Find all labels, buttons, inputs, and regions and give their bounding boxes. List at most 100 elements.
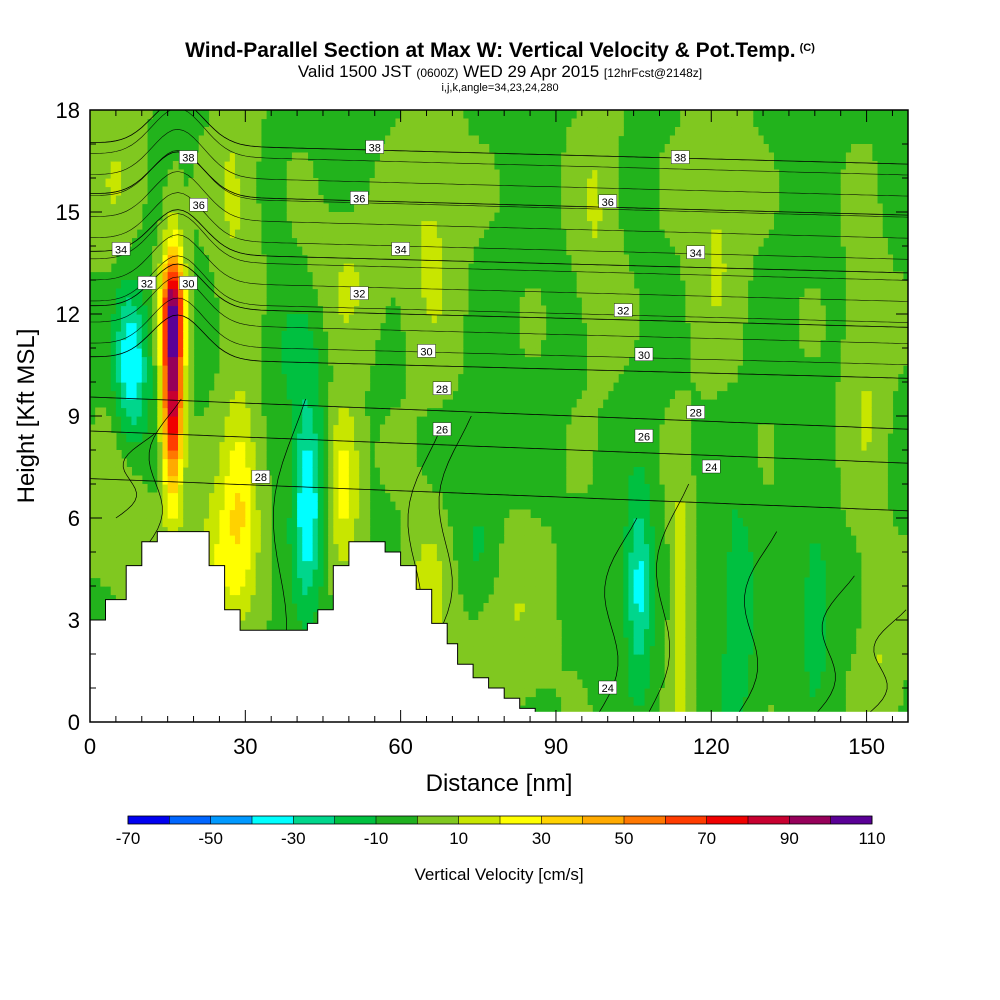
velocity-cell bbox=[499, 586, 505, 596]
velocity-cell bbox=[307, 365, 314, 375]
velocity-cell bbox=[374, 305, 381, 315]
velocity-cell bbox=[410, 433, 417, 443]
velocity-cell bbox=[240, 458, 246, 468]
velocity-cell bbox=[167, 433, 174, 443]
velocity-cell bbox=[234, 424, 241, 434]
velocity-cell bbox=[706, 305, 712, 315]
velocity-cell bbox=[597, 322, 604, 332]
velocity-cell bbox=[364, 271, 371, 281]
velocity-cell bbox=[421, 237, 428, 247]
chart-title-block: Wind-Parallel Section at Max W: Vertical… bbox=[0, 36, 1000, 94]
velocity-cell bbox=[581, 458, 588, 468]
velocity-cell bbox=[167, 441, 174, 451]
velocity-cell bbox=[524, 611, 531, 621]
velocity-cell bbox=[675, 212, 681, 222]
velocity-cell bbox=[447, 586, 454, 596]
velocity-cell bbox=[680, 603, 686, 613]
velocity-cell bbox=[224, 603, 231, 613]
velocity-cell bbox=[105, 552, 112, 562]
velocity-cell bbox=[436, 577, 443, 587]
velocity-cell bbox=[157, 271, 164, 281]
velocity-cell bbox=[612, 271, 619, 281]
velocity-cell bbox=[607, 382, 614, 392]
velocity-cell bbox=[447, 161, 454, 171]
velocity-cell bbox=[240, 331, 246, 341]
velocity-cell bbox=[136, 314, 143, 324]
velocity-cell bbox=[550, 671, 557, 681]
velocity-cell bbox=[162, 195, 169, 205]
velocity-cell bbox=[633, 288, 640, 298]
velocity-cell bbox=[395, 135, 402, 145]
velocity-cell bbox=[587, 169, 593, 179]
velocity-cell bbox=[545, 645, 552, 655]
velocity-cell bbox=[669, 620, 676, 630]
velocity-cell bbox=[167, 416, 174, 426]
velocity-cell bbox=[633, 535, 640, 545]
velocity-cell bbox=[105, 433, 112, 443]
velocity-cell bbox=[307, 186, 314, 196]
velocity-cell bbox=[597, 203, 604, 213]
velocity-cell bbox=[115, 322, 122, 332]
velocity-cell bbox=[234, 212, 241, 222]
velocity-cell bbox=[602, 212, 609, 222]
velocity-cell bbox=[214, 373, 221, 383]
velocity-cell bbox=[675, 127, 681, 137]
velocity-cell bbox=[297, 382, 303, 392]
velocity-cell bbox=[405, 203, 412, 213]
velocity-cell bbox=[405, 169, 412, 179]
velocity-cell bbox=[519, 696, 526, 706]
velocity-cell bbox=[638, 526, 645, 536]
velocity-cell bbox=[224, 314, 231, 324]
velocity-cell bbox=[219, 552, 226, 562]
velocity-cell bbox=[395, 492, 402, 502]
velocity-cell bbox=[675, 144, 681, 154]
velocity-cell bbox=[550, 637, 557, 647]
velocity-cell bbox=[219, 186, 226, 196]
velocity-cell bbox=[607, 229, 614, 239]
velocity-cell bbox=[592, 110, 598, 120]
velocity-cell bbox=[576, 127, 583, 137]
velocity-cell bbox=[675, 416, 681, 426]
velocity-cell bbox=[219, 220, 226, 230]
velocity-cell bbox=[426, 220, 433, 230]
velocity-cell bbox=[566, 135, 573, 145]
velocity-cell bbox=[700, 152, 707, 162]
velocity-cell bbox=[416, 399, 422, 409]
velocity-cell bbox=[219, 484, 226, 494]
velocity-cell bbox=[607, 271, 614, 281]
velocity-cell bbox=[638, 620, 645, 630]
velocity-cell bbox=[369, 314, 376, 324]
velocity-cell bbox=[126, 518, 133, 528]
velocity-cell bbox=[219, 492, 226, 502]
velocity-cell bbox=[436, 314, 443, 324]
velocity-cell bbox=[540, 628, 547, 638]
velocity-cell bbox=[183, 501, 189, 511]
velocity-cell bbox=[721, 280, 728, 290]
velocity-cell bbox=[436, 399, 443, 409]
velocity-cell bbox=[115, 305, 122, 315]
velocity-cell bbox=[623, 254, 630, 264]
velocity-cell bbox=[452, 186, 459, 196]
velocity-cell bbox=[524, 620, 531, 630]
velocity-cell bbox=[597, 271, 604, 281]
velocity-cell bbox=[240, 356, 246, 366]
velocity-cell bbox=[716, 331, 723, 341]
velocity-cell bbox=[628, 339, 635, 349]
velocity-cell bbox=[447, 118, 454, 128]
velocity-cell bbox=[188, 314, 195, 324]
velocity-cell bbox=[157, 399, 164, 409]
velocity-cell bbox=[628, 594, 635, 604]
velocity-cell bbox=[519, 671, 526, 681]
velocity-cell bbox=[359, 348, 365, 358]
velocity-cell bbox=[659, 169, 666, 179]
velocity-cell bbox=[535, 288, 542, 298]
velocity-cell bbox=[219, 178, 226, 188]
velocity-cell bbox=[234, 373, 241, 383]
velocity-cell bbox=[467, 229, 474, 239]
velocity-cell bbox=[328, 450, 334, 460]
velocity-cell bbox=[447, 390, 454, 400]
velocity-cell bbox=[395, 271, 402, 281]
velocity-cell bbox=[121, 569, 127, 579]
velocity-cell bbox=[229, 441, 236, 451]
velocity-cell bbox=[638, 569, 645, 579]
